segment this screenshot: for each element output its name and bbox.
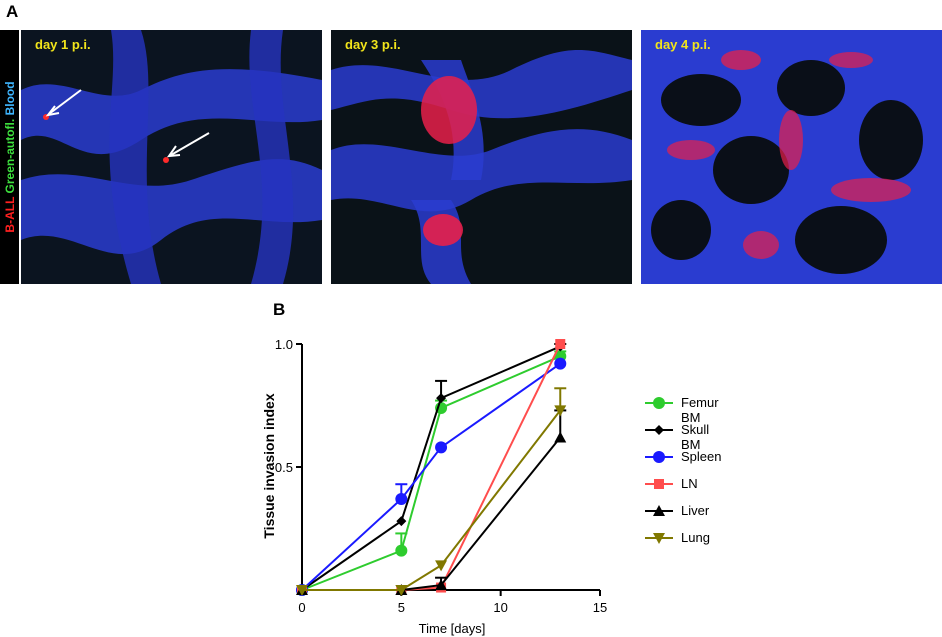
micrograph-day4: day 4 p.i. [641, 30, 942, 284]
y-axis-label: Tissue invasion index [261, 393, 277, 538]
micrograph-day1-image [21, 30, 322, 284]
data-point-lung [554, 405, 567, 417]
series-line-spleen [301, 362, 561, 591]
micrograph-day4-label: day 4 p.i. [655, 37, 711, 52]
series-spleen [296, 357, 567, 596]
series-line-femur-bm [301, 355, 561, 591]
channel-label-blood: Blood [2, 81, 17, 119]
legend-swatch-spleen [645, 451, 673, 463]
channel-label-autofl: Green-autofl. [2, 118, 17, 197]
legend-label: Spleen [681, 449, 722, 464]
micrograph-day1: day 1 p.i. [21, 30, 322, 284]
data-point-ln [555, 339, 566, 349]
x-tick-label: 10 [493, 600, 507, 615]
legend-marker [654, 425, 664, 435]
chart-series [296, 339, 567, 596]
y-tick-label: 0.5 [275, 460, 293, 475]
data-point-spleen [435, 441, 448, 454]
y-tick-label: 1.0 [275, 337, 293, 352]
data-point-spleen [554, 357, 567, 370]
data-point-skull-bm [436, 393, 447, 404]
panel-b-letter: B [273, 300, 286, 319]
series-lung [296, 387, 567, 596]
micrograph-day4-image [641, 30, 942, 284]
invasion-line-chart: 0.5 1.0 0 5 10 15 Tissue invasion index Time … [261, 337, 607, 636]
data-point-lung [435, 560, 448, 572]
panel-a-letter: A [6, 2, 19, 21]
data-point-lung [395, 585, 408, 596]
x-axis-label: Time [days] [419, 621, 486, 636]
legend-swatch-ln [645, 479, 673, 489]
legend-marker [653, 397, 665, 409]
legend-marker [654, 479, 664, 489]
micrograph-day3-label: day 3 p.i. [345, 37, 401, 52]
x-tick-label: 5 [398, 600, 405, 615]
legend-label: Lung [681, 530, 710, 545]
legend-marker [653, 533, 665, 544]
legend-label: Skull BM [681, 422, 710, 452]
data-point-liver [435, 579, 448, 591]
series-liver [296, 409, 567, 595]
x-tick-label: 15 [593, 600, 607, 615]
legend-label: LN [681, 476, 698, 491]
micrograph-day3: day 3 p.i. [331, 30, 632, 284]
x-tick-label: 0 [298, 600, 305, 615]
legend-swatch-liver [645, 505, 673, 516]
legend-marker [653, 505, 665, 516]
legend-label: Femur BM [681, 395, 719, 425]
micrograph-day3-image [331, 30, 632, 284]
legend-swatch-femur-bm [645, 397, 673, 409]
data-point-spleen [395, 492, 408, 505]
channel-legend-text: B-ALL Green-autofl. Blood [3, 81, 17, 232]
series-line-ln [302, 343, 562, 591]
series-line-lung [302, 409, 562, 591]
data-point-skull-bm [396, 516, 407, 527]
data-point-femur-bm [395, 544, 408, 557]
legend-marker [653, 451, 665, 463]
micrograph-day1-label: day 1 p.i. [35, 37, 91, 52]
data-point-liver [554, 431, 567, 443]
channel-legend-strip: B-ALL Green-autofl. Blood [0, 30, 19, 284]
legend-label: Liver [681, 503, 710, 518]
data-point-lung [296, 585, 308, 596]
channel-label-ball: B-ALL [2, 196, 17, 233]
legend-swatch-lung [645, 533, 673, 544]
legend-swatch-skull-bm [645, 425, 673, 435]
series-line-skull-bm [301, 345, 561, 591]
